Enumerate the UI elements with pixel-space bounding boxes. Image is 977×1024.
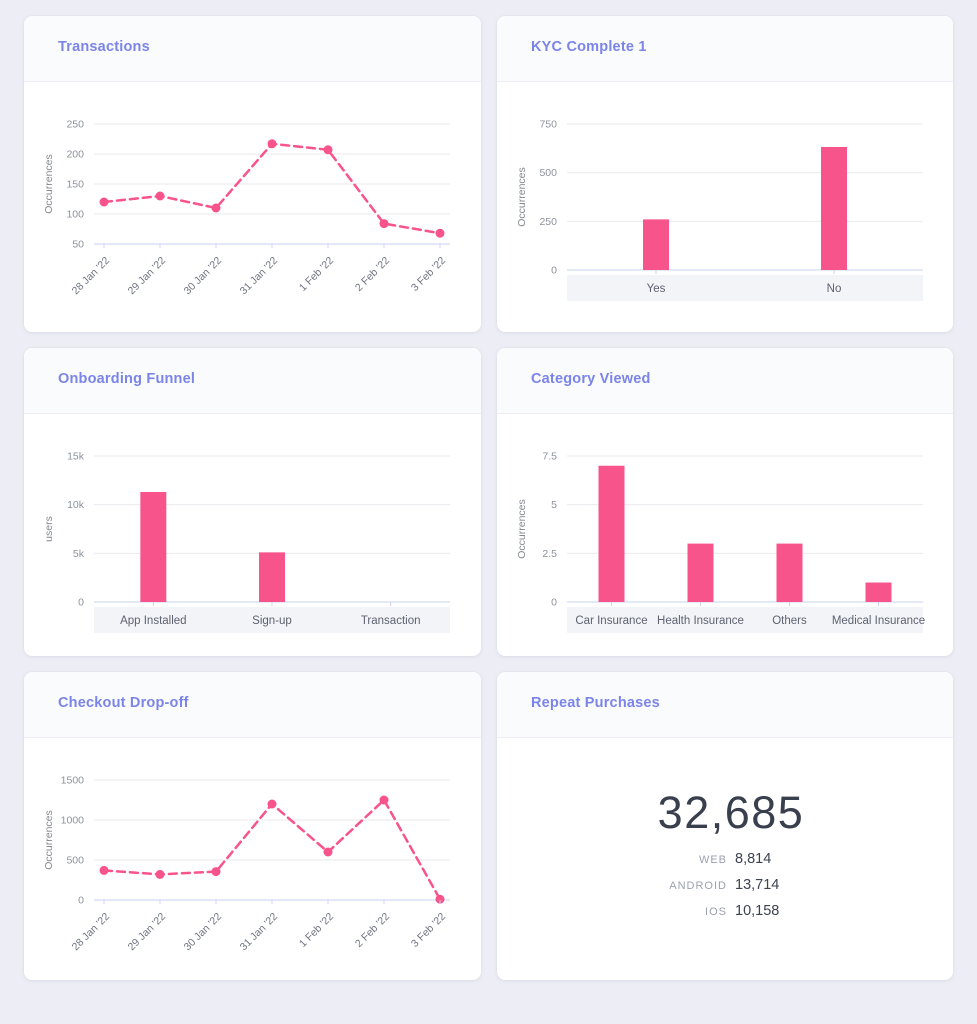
svg-text:5: 5 [551, 499, 557, 511]
repeat-purchases-stat: 32,685 WEB 8,814 ANDROID 13,714 IOS 10,1… [509, 744, 953, 929]
svg-text:0: 0 [551, 597, 557, 609]
svg-text:App Installed: App Installed [120, 615, 187, 627]
stat-total: 32,685 [657, 787, 805, 838]
svg-text:5k: 5k [73, 548, 85, 560]
stat-breakdown: WEB 8,814 ANDROID 13,714 IOS 10,158 [617, 851, 845, 929]
svg-text:1500: 1500 [61, 775, 85, 787]
svg-text:Occurrences: Occurrences [516, 499, 528, 559]
svg-text:31 Jan '22: 31 Jan '22 [238, 255, 281, 298]
svg-text:1000: 1000 [61, 815, 85, 827]
svg-text:1 Feb '22: 1 Feb '22 [297, 255, 336, 294]
dashboard-grid: Transactions 50 100 150 200 250 Occurrences 28… [24, 16, 953, 980]
svg-text:30 Jan '22: 30 Jan '22 [182, 255, 225, 298]
svg-text:0: 0 [78, 895, 84, 907]
card-body-transactions: 50 100 150 200 250 Occurrences 28 Jan '22 29 Ja… [24, 82, 481, 332]
card-body-checkout-dropoff: 0 500 1000 1500 Occurrences 28 Jan '22 29 Jan … [24, 738, 481, 980]
svg-text:Health Insurance: Health Insurance [657, 615, 744, 627]
svg-text:28 Jan '22: 28 Jan '22 [70, 911, 113, 954]
svg-text:Transaction: Transaction [361, 615, 421, 627]
stat-row-android: ANDROID 13,714 [617, 877, 845, 893]
card-header-category-viewed: Category Viewed [497, 348, 953, 414]
svg-text:3 Feb '22: 3 Feb '22 [409, 255, 448, 294]
svg-text:2.5: 2.5 [542, 548, 557, 560]
card-title-checkout-dropoff: Checkout Drop-off [58, 695, 189, 711]
svg-text:1 Feb '22: 1 Feb '22 [297, 911, 336, 950]
kyc-complete-bar-chart[interactable]: 0 250 500 750 Occurrences Yes No [509, 88, 943, 324]
svg-text:2 Feb '22: 2 Feb '22 [353, 255, 392, 294]
card-header-checkout-dropoff: Checkout Drop-off [24, 672, 481, 738]
svg-text:500: 500 [539, 167, 557, 179]
card-title-repeat-purchases: Repeat Purchases [531, 695, 660, 711]
onboarding-funnel-bar-chart[interactable]: 0 5k 10k 15k users App Installed Sign-up Transa… [36, 420, 470, 656]
svg-text:Medical Insurance: Medical Insurance [832, 615, 925, 627]
svg-text:Sign-up: Sign-up [252, 615, 292, 627]
card-category-viewed: Category Viewed 0 2.5 5 7.5 Occurrences Car I… [497, 348, 953, 656]
stat-label-web: WEB [698, 854, 727, 866]
card-header-repeat-purchases: Repeat Purchases [497, 672, 953, 738]
svg-text:29 Jan '22: 29 Jan '22 [126, 911, 169, 954]
card-title-onboarding-funnel: Onboarding Funnel [58, 371, 196, 387]
checkout-dropoff-line-chart[interactable]: 0 500 1000 1500 Occurrences 28 Jan '22 29 Jan … [36, 744, 470, 980]
card-transactions: Transactions 50 100 150 200 250 Occurrences 28… [24, 16, 481, 332]
svg-text:500: 500 [66, 855, 84, 867]
stat-label-ios: IOS [705, 906, 727, 918]
card-header-kyc-complete: KYC Complete 1 [497, 16, 953, 82]
category-viewed-bar-chart[interactable]: 0 2.5 5 7.5 Occurrences Car Insurance Health I… [509, 420, 943, 656]
svg-text:15k: 15k [67, 451, 85, 463]
svg-text:750: 750 [539, 119, 557, 131]
card-body-kyc-complete: 0 250 500 750 Occurrences Yes No [497, 82, 953, 332]
svg-text:250: 250 [539, 216, 557, 228]
card-kyc-complete: KYC Complete 1 0 250 500 750 Occurrences Yes N… [497, 16, 953, 332]
card-title-transactions: Transactions [58, 39, 150, 55]
svg-text:150: 150 [66, 179, 84, 191]
svg-text:50: 50 [72, 239, 84, 251]
svg-text:3 Feb '22: 3 Feb '22 [409, 911, 448, 950]
stat-row-web: WEB 8,814 [617, 851, 845, 867]
svg-text:7.5: 7.5 [542, 451, 557, 463]
svg-text:Car Insurance: Car Insurance [575, 615, 647, 627]
svg-text:100: 100 [66, 209, 84, 221]
stat-value-web: 8,814 [735, 851, 772, 867]
svg-text:30 Jan '22: 30 Jan '22 [182, 911, 225, 954]
svg-text:29 Jan '22: 29 Jan '22 [126, 255, 169, 298]
svg-text:200: 200 [66, 149, 84, 161]
card-onboarding-funnel: Onboarding Funnel 0 5k 10k 15k users App Inst… [24, 348, 481, 656]
svg-text:users: users [43, 516, 55, 542]
svg-text:31 Jan '22: 31 Jan '22 [238, 911, 281, 954]
card-title-kyc-complete: KYC Complete 1 [531, 39, 647, 55]
svg-text:250: 250 [66, 119, 84, 131]
card-checkout-dropoff: Checkout Drop-off 0 500 1000 1500 Occurrence… [24, 672, 481, 980]
svg-text:28 Jan '22: 28 Jan '22 [70, 255, 113, 298]
svg-text:10k: 10k [67, 499, 85, 511]
card-title-category-viewed: Category Viewed [531, 371, 651, 387]
svg-text:0: 0 [551, 265, 557, 277]
svg-text:No: No [827, 283, 842, 295]
card-body-category-viewed: 0 2.5 5 7.5 Occurrences Car Insurance Health I… [497, 414, 953, 656]
stat-value-ios: 10,158 [735, 903, 780, 919]
stat-label-android: ANDROID [669, 880, 727, 892]
svg-text:Occurrences: Occurrences [516, 167, 528, 227]
svg-text:Occurrences: Occurrences [43, 154, 55, 214]
stat-row-ios: IOS 10,158 [617, 903, 845, 919]
card-header-transactions: Transactions [24, 16, 481, 82]
card-body-onboarding-funnel: 0 5k 10k 15k users App Installed Sign-up Transa… [24, 414, 481, 656]
svg-text:2 Feb '22: 2 Feb '22 [353, 911, 392, 950]
svg-text:0: 0 [78, 597, 84, 609]
card-body-repeat-purchases: 32,685 WEB 8,814 ANDROID 13,714 IOS 10,1… [497, 738, 953, 980]
svg-text:Others: Others [772, 615, 807, 627]
stat-value-android: 13,714 [735, 877, 780, 893]
transactions-line-chart[interactable]: 50 100 150 200 250 Occurrences 28 Jan '22 29 Ja… [36, 88, 470, 324]
card-repeat-purchases: Repeat Purchases 32,685 WEB 8,814 ANDROI… [497, 672, 953, 980]
card-header-onboarding-funnel: Onboarding Funnel [24, 348, 481, 414]
svg-text:Yes: Yes [647, 283, 666, 295]
svg-text:Occurrences: Occurrences [43, 810, 55, 870]
